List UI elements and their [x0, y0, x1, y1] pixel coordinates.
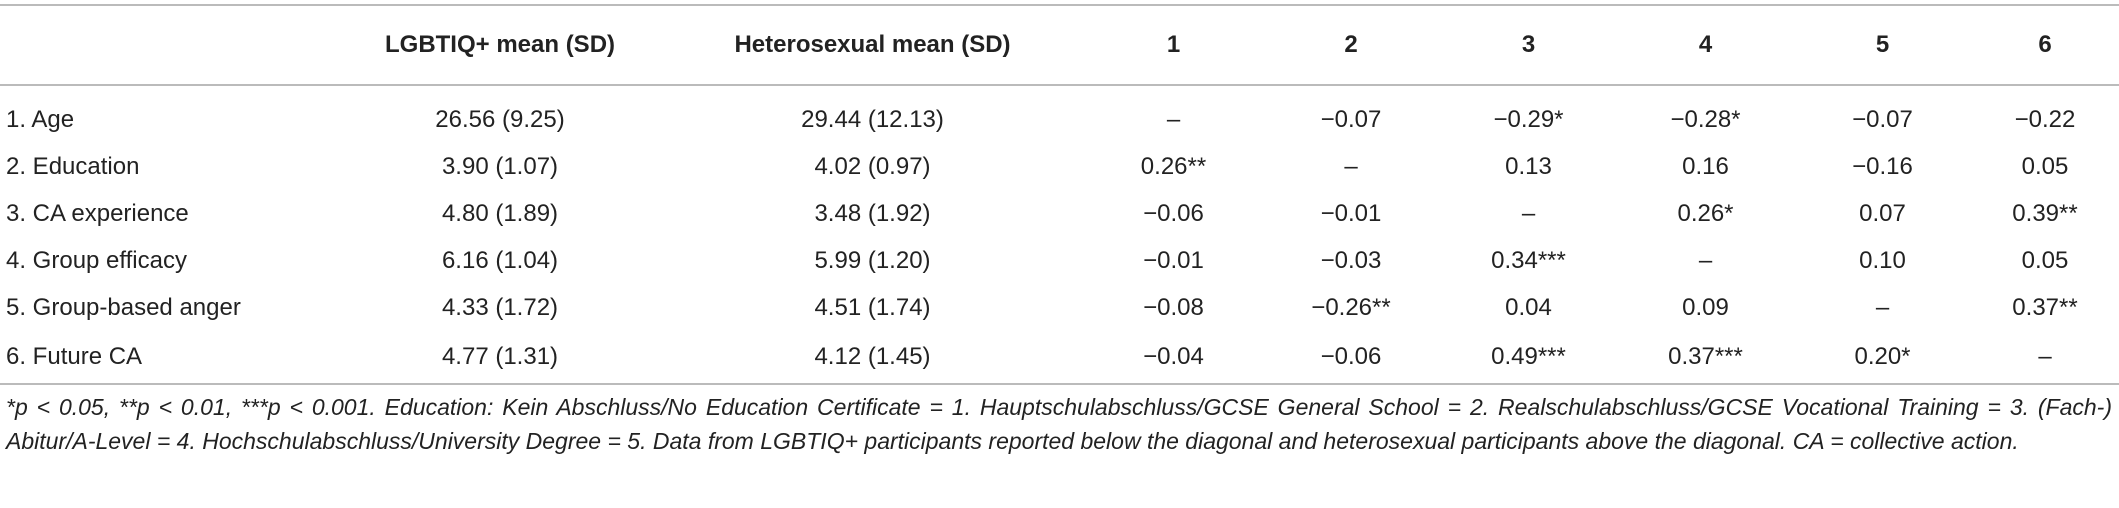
table-cell: 0.04 — [1505, 293, 1552, 321]
table-cell: −0.16 — [1852, 152, 1913, 180]
table-cell: 6.16 (1.04) — [441, 246, 559, 274]
header-cell: 5 — [1794, 4, 1971, 86]
table-row: 1. Age 26.56 (9.25) 29.44 (12.13) – −0.07 −0.… — [0, 85, 2119, 143]
table-row: 4. Group efficacy 6.16 (1.04) 5.99 (1.20) −… — [0, 237, 2119, 284]
table-cell: – — [1875, 293, 1890, 321]
row-label: 4. Group efficacy — [6, 246, 187, 274]
table-cell: – — [1521, 199, 1536, 227]
header-cell: 1 — [1085, 4, 1262, 86]
footnote: *p < 0.05, **p < 0.01, ***p < 0.001. Edu… — [6, 394, 2112, 454]
table-cell: −0.06 — [1262, 331, 1440, 385]
table-cell: 0.16 — [1682, 152, 1729, 180]
table-cell: −0.01 — [1143, 246, 1204, 274]
table-cell: 0.13 — [1505, 152, 1552, 180]
row-label: 6. Future CA — [0, 331, 340, 385]
table-cell: 4.51 (1.74) — [814, 293, 931, 321]
header-cell: 2 — [1262, 4, 1440, 86]
header-row: LGBTIQ+ mean (SD) Heterosexual mean (SD) 1… — [0, 4, 2119, 86]
table-row: 2. Education 3.90 (1.07) 4.02 (0.97) 0.26**… — [0, 143, 2119, 190]
table-cell: 26.56 (9.25) — [435, 105, 565, 133]
table-cell: 3.48 (1.92) — [814, 199, 931, 227]
table-row: 6. Future CA 4.77 (1.31) 4.12 (1.45) −0.04−… — [0, 331, 2119, 385]
table-cell: 0.10 — [1859, 246, 1906, 274]
table-cell: 4.12 (1.45) — [660, 331, 1085, 385]
table-cell: 0.05 — [2021, 246, 2069, 274]
table-row: 5. Group-based anger 4.33 (1.72) 4.51 (1.7… — [0, 284, 2119, 331]
table-body: 1. Age 26.56 (9.25) 29.44 (12.13) – −0.07 −0.… — [0, 85, 2119, 385]
table-row: 3. CA experience 4.80 (1.89) 3.48 (1.92) −0… — [0, 190, 2119, 237]
table-cell: 3.90 (1.07) — [441, 152, 559, 180]
row-label: 2. Education — [6, 152, 140, 180]
table-cell: −0.07 — [1852, 105, 1913, 133]
table-cell: −0.26** — [1311, 293, 1391, 321]
table-cell: 4.02 (0.97) — [814, 152, 931, 180]
table-cell: 0.39** — [2012, 199, 2078, 227]
table-cell: – — [1971, 331, 2119, 385]
table-cell: −0.29* — [1493, 105, 1564, 133]
correlation-table: LGBTIQ+ mean (SD) Heterosexual mean (SD) 1… — [0, 4, 2119, 385]
table-cell: 0.37** — [2012, 293, 2078, 321]
header-cell: 4 — [1617, 4, 1794, 86]
header-cell: Heterosexual mean (SD) — [660, 4, 1085, 86]
table-cell: 4.80 (1.89) — [441, 199, 559, 227]
header-cell: 6 — [1971, 4, 2119, 86]
table-cell: 0.49*** — [1440, 331, 1617, 385]
table-cell: −0.04 — [1085, 331, 1262, 385]
table-cell: −0.28* — [1670, 105, 1741, 133]
table-cell: 0.20* — [1794, 331, 1971, 385]
table-cell: – — [1344, 152, 1358, 180]
table-cell: −0.08 — [1143, 293, 1204, 321]
table-cell: 0.09 — [1682, 293, 1729, 321]
table-cell: 4.77 (1.31) — [340, 331, 660, 385]
table-cell: – — [1698, 246, 1713, 274]
header-cell — [0, 4, 340, 86]
row-label: 1. Age — [6, 105, 75, 133]
row-label: 3. CA experience — [6, 199, 189, 227]
table-cell: 0.26* — [1677, 199, 1734, 227]
table-cell: 5.99 (1.20) — [814, 246, 931, 274]
table-cell: 0.05 — [2021, 152, 2069, 180]
table-cell: −0.07 — [1320, 105, 1382, 133]
table-cell: −0.06 — [1143, 199, 1204, 227]
table-cell: −0.22 — [2014, 105, 2076, 133]
header-cell: LGBTIQ+ mean (SD) — [340, 4, 660, 86]
table-cell: 0.26** — [1140, 152, 1207, 180]
table-cell: 0.07 — [1859, 199, 1906, 227]
table-cell: 0.34*** — [1491, 246, 1566, 274]
table-cell: −0.03 — [1320, 246, 1382, 274]
table-cell: 4.33 (1.72) — [441, 293, 559, 321]
row-label: 5. Group-based anger — [6, 293, 241, 321]
header-cell: 3 — [1440, 4, 1617, 86]
table-cell: −0.01 — [1320, 199, 1382, 227]
table-cell: – — [1166, 105, 1181, 133]
table-cell: 29.44 (12.13) — [801, 105, 944, 133]
table-cell: 0.37*** — [1617, 331, 1794, 385]
